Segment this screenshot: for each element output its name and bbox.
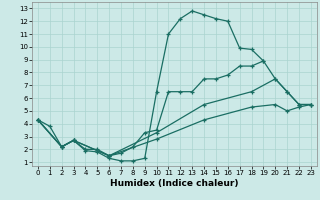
X-axis label: Humidex (Indice chaleur): Humidex (Indice chaleur) [110,179,239,188]
